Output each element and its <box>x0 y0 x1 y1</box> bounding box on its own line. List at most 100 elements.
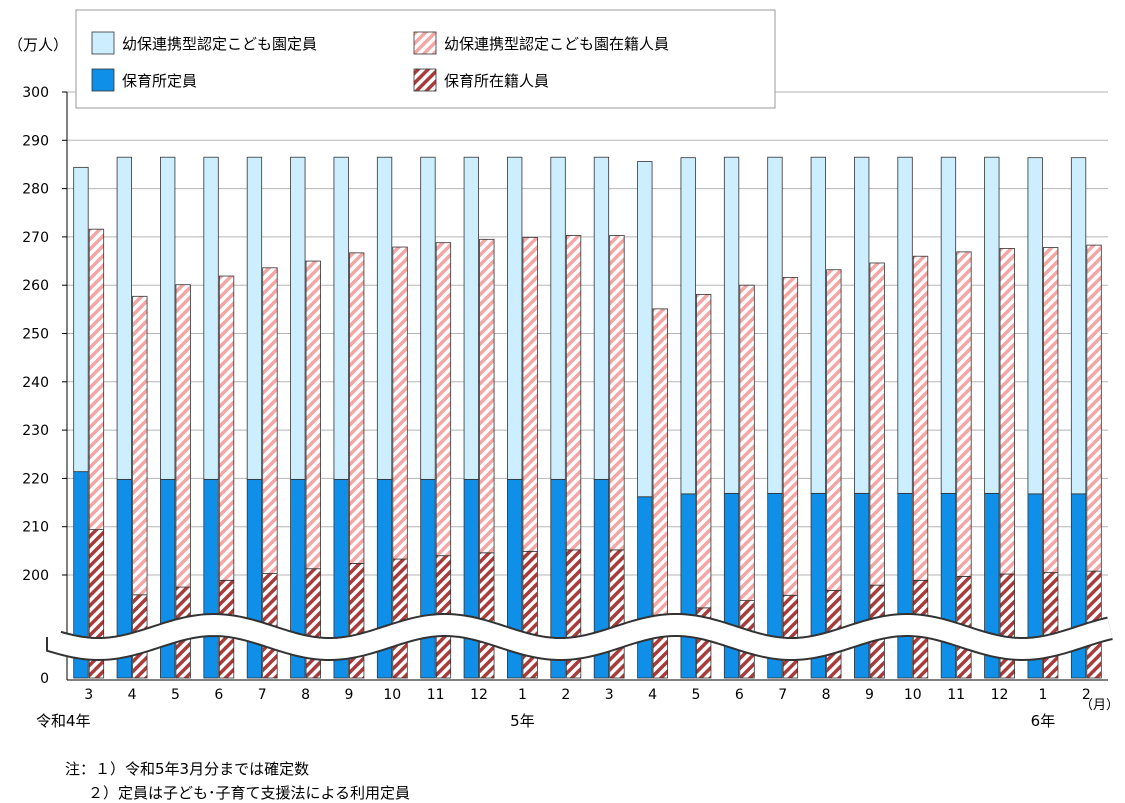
x-tick-label: 6 <box>735 687 744 703</box>
y-tick-label: 230 <box>22 423 49 439</box>
x-tick-label: 4 <box>648 687 657 703</box>
y-tick-label: 240 <box>22 375 49 391</box>
bar-enrolled-nintei <box>869 262 885 586</box>
legend-label: 幼保連携型認定こども園定員 <box>122 35 317 53</box>
bar-capacity-hoikusho <box>203 478 219 679</box>
year-label: 5年 <box>510 712 535 730</box>
y-tick-label: 280 <box>22 182 49 198</box>
legend-label: 保育所在籍人員 <box>444 72 549 90</box>
bar-capacity-hoikusho <box>160 478 176 679</box>
axis-break <box>48 614 1113 660</box>
y-tick-label: 300 <box>22 85 49 101</box>
bar-capacity-nintei <box>290 156 306 480</box>
bar-enrolled-nintei <box>305 260 321 570</box>
bar-enrolled-hoikusho <box>609 549 625 679</box>
legend-label: 保育所定員 <box>122 72 197 90</box>
bar-capacity-nintei <box>680 157 696 495</box>
bar-capacity-hoikusho <box>637 496 653 679</box>
bar-capacity-nintei <box>1070 157 1087 495</box>
bar-enrolled-hoikusho <box>522 550 538 679</box>
bar-enrolled-nintei <box>1086 244 1102 572</box>
bar-enrolled-nintei <box>175 284 191 588</box>
y-tick-label: 270 <box>22 230 49 246</box>
bar-capacity-hoikusho <box>246 478 263 679</box>
bar-capacity-nintei <box>507 156 523 480</box>
x-unit-label: （月） <box>1080 698 1119 713</box>
bar-capacity-nintei <box>984 156 1000 494</box>
bar-capacity-hoikusho <box>897 492 913 679</box>
legend-swatch <box>91 68 115 92</box>
bar-enrolled-nintei <box>609 235 625 551</box>
bar-enrolled-hoikusho <box>392 558 408 679</box>
bar-enrolled-nintei <box>912 255 929 581</box>
y-tick-label: 220 <box>22 471 49 487</box>
y-tick-label: 290 <box>22 133 49 149</box>
bar-enrolled-hoikusho <box>305 568 321 679</box>
bar-capacity-hoikusho <box>463 478 479 679</box>
y-tick-label: 260 <box>22 278 49 294</box>
x-tick-label: 8 <box>822 687 831 703</box>
bar-capacity-nintei <box>116 156 132 480</box>
bar-enrolled-nintei <box>826 269 842 591</box>
bar-capacity-nintei <box>550 156 566 480</box>
bar-capacity-nintei <box>767 156 783 494</box>
bar-capacity-nintei <box>376 156 393 480</box>
legend-swatch <box>91 31 115 55</box>
bar-capacity-nintei <box>637 161 653 498</box>
y-tick-label: 250 <box>22 327 49 343</box>
bar-enrolled-nintei <box>262 267 278 574</box>
bar-enrolled-nintei <box>218 275 235 581</box>
bar-capacity-nintei <box>897 156 913 494</box>
bar-enrolled-nintei <box>522 236 538 552</box>
x-tick-label: 3 <box>84 687 93 703</box>
legend-swatch <box>413 68 437 92</box>
bar-capacity-nintei <box>246 156 263 480</box>
bar-enrolled-nintei <box>1043 247 1059 573</box>
legend-box <box>75 9 776 109</box>
x-tick-label: 10 <box>904 687 922 703</box>
x-tick-label: 7 <box>258 687 267 703</box>
y-tick-label: 0 <box>40 671 49 687</box>
bar-capacity-nintei <box>810 156 826 494</box>
x-tick-label: 4 <box>128 687 137 703</box>
bar-capacity-nintei <box>593 156 610 480</box>
bar-capacity-nintei <box>463 156 479 480</box>
x-tick-label: 9 <box>865 687 874 703</box>
bar-capacity-nintei <box>203 156 219 480</box>
x-tick-label: 3 <box>605 687 614 703</box>
bar-enrolled-nintei <box>999 248 1015 575</box>
y-unit-label: （万人） <box>8 36 68 54</box>
bar-capacity-hoikusho <box>940 492 957 679</box>
y-tick-label: 200 <box>22 568 49 584</box>
x-tick-label: 1 <box>518 687 527 703</box>
x-tick-label: 11 <box>947 687 965 703</box>
bar-enrolled-nintei <box>739 284 755 601</box>
bar-capacity-nintei <box>723 156 740 494</box>
bar-enrolled-hoikusho <box>349 563 365 679</box>
bar-capacity-hoikusho <box>420 478 436 679</box>
bar-capacity-nintei <box>160 156 176 480</box>
bar-enrolled-nintei <box>565 235 582 551</box>
bar-capacity-nintei <box>333 156 349 480</box>
note-1: 注：１）令和5年3月分までは確定数 <box>65 760 310 778</box>
bar-enrolled-nintei <box>392 246 408 560</box>
x-tick-label: 2 <box>561 687 570 703</box>
bar-capacity-hoikusho <box>854 492 870 679</box>
x-tick-label: 6 <box>214 687 223 703</box>
bar-enrolled-hoikusho <box>999 573 1015 679</box>
y-tick-label: 210 <box>22 520 49 536</box>
x-tick-label: 5 <box>691 687 700 703</box>
x-tick-label: 1 <box>1038 687 1047 703</box>
x-tick-label: 9 <box>344 687 353 703</box>
x-tick-label: 12 <box>470 687 488 703</box>
bar-enrolled-nintei <box>652 308 668 619</box>
bar-capacity-nintei <box>1027 157 1043 495</box>
bar-capacity-nintei <box>854 156 870 494</box>
bar-capacity-nintei <box>940 156 957 494</box>
bar-enrolled-nintei <box>349 252 365 564</box>
bar-enrolled-hoikusho <box>479 552 495 679</box>
x-tick-label: 10 <box>383 687 401 703</box>
legend-swatch <box>413 31 437 55</box>
